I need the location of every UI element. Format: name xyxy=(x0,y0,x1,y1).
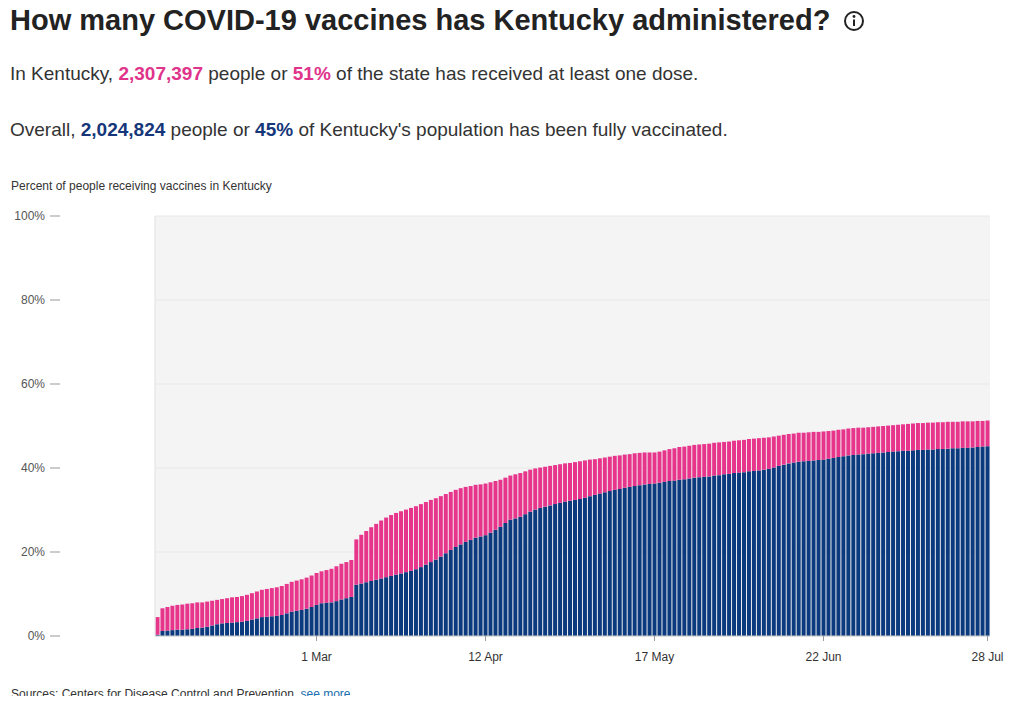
svg-text:40%: 40% xyxy=(21,461,45,475)
svg-text:17 May: 17 May xyxy=(635,650,674,664)
svg-text:0%: 0% xyxy=(28,629,46,643)
html-text:Percent of people receiving va: Percent of people receiving vaccines in … xyxy=(11,179,272,193)
html-text:Overall, 2,024,824 people or 4: Overall, 2,024,824 people or 45% of Kent… xyxy=(10,119,728,140)
html-text:Sources: Centers for Disease C: Sources: Centers for Disease Control and… xyxy=(11,687,351,701)
svg-text:22 Jun: 22 Jun xyxy=(805,650,841,664)
svg-text:20%: 20% xyxy=(21,545,45,559)
svg-text:28 Jul: 28 Jul xyxy=(971,650,1003,664)
svg-text:80%: 80% xyxy=(21,293,45,307)
svg-text:12 Apr: 12 Apr xyxy=(468,650,503,664)
svg-text:1 Mar: 1 Mar xyxy=(301,650,332,664)
html-text:In Kentucky, 2,307,397 people: In Kentucky, 2,307,397 people or 51% of … xyxy=(10,63,699,84)
svg-text:60%: 60% xyxy=(21,377,45,391)
html-text:How many COVID-19 vaccines has: How many COVID-19 vaccines has Kentucky … xyxy=(10,4,831,36)
svg-text:100%: 100% xyxy=(14,209,45,223)
